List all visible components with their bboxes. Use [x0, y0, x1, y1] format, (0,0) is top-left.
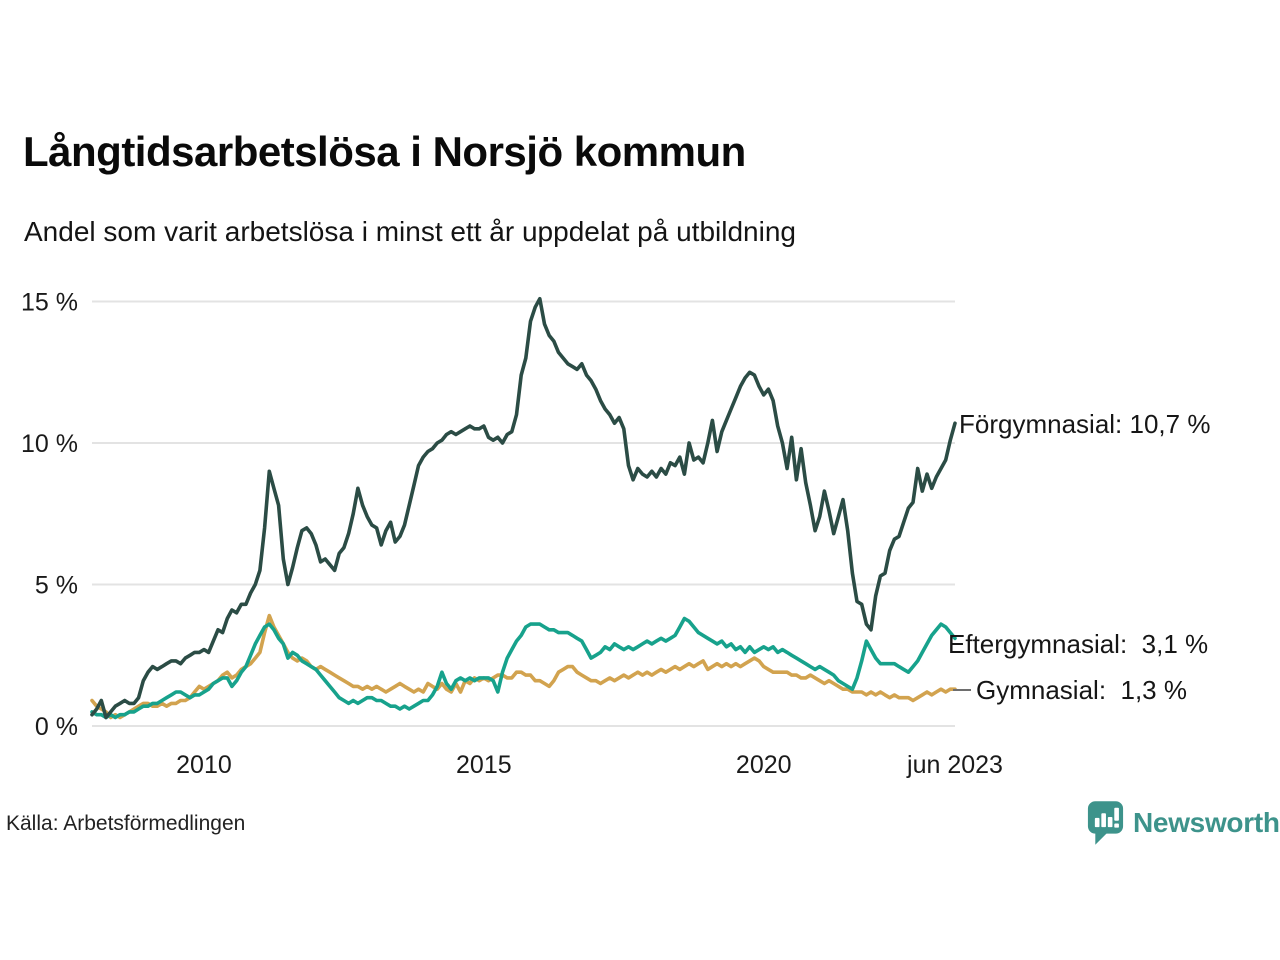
y-axis-labels: 0 % 5 % 10 % 15 %: [21, 289, 78, 742]
series-line-eftergymnasial: [90, 616, 957, 720]
series-end-label-gymnasial-text: Gymnasial: 1,3 %: [976, 675, 1187, 705]
brand-name: Newsworthy: [1133, 807, 1280, 838]
page-subtitle: Andel som varit arbetslösa i minst ett å…: [24, 216, 796, 247]
y-tick-label: 15 %: [21, 289, 78, 317]
x-tick-label: jun 2023: [906, 751, 1003, 779]
series-end-label-forgymnasial: Förgymnasial: 10,7 %: [959, 409, 1211, 439]
x-tick-label: 2015: [456, 751, 512, 779]
gridlines: [92, 300, 955, 727]
series-lines: [90, 296, 957, 720]
newsworthy-icon: [1087, 801, 1124, 845]
leader-dash: [953, 689, 971, 691]
y-tick-label: 10 %: [21, 430, 78, 458]
y-tick-label: 0 %: [35, 713, 78, 741]
y-tick-label: 5 %: [35, 572, 78, 600]
x-tick-label: 2020: [736, 751, 792, 779]
x-axis-labels: 2010 2015 2020 jun 2023: [176, 751, 1003, 779]
source-note: Källa: Arbetsförmedlingen: [6, 812, 246, 835]
brand-logo: Newsworthy: [1087, 800, 1280, 846]
x-tick-label: 2010: [176, 751, 232, 779]
series-end-label-eftergymnasial: Eftergymnasial: 3,1 %: [948, 629, 1209, 659]
page-title: Långtidsarbetslösa i Norsjö kommun: [23, 128, 746, 175]
series-line-gymnasial: [90, 613, 957, 720]
series-end-label-gymnasial: Gymnasial: 1,3 %: [953, 675, 1187, 705]
series-line-förgymnasial: [90, 296, 957, 720]
